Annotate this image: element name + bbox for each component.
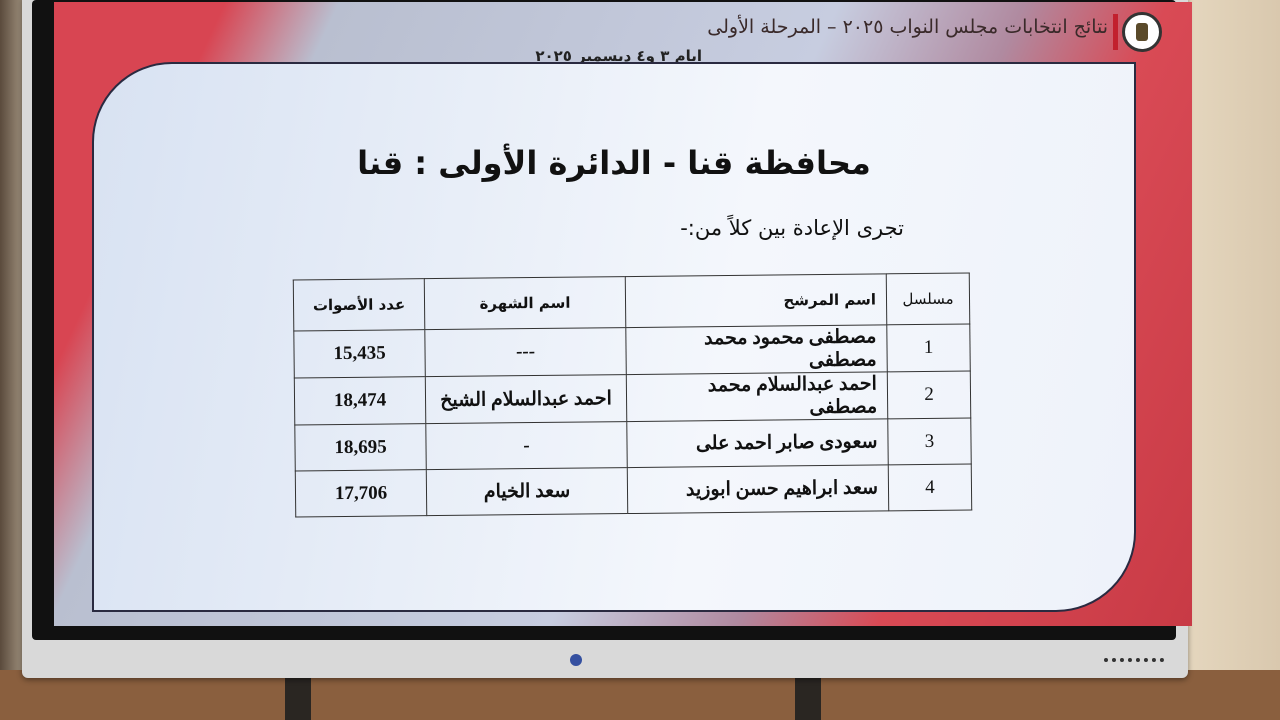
header-candidate: اسم المرشح <box>625 273 887 328</box>
table-row: 3 سعودى صابر احمد على - 18,695 <box>294 417 972 472</box>
serial-cell: 4 <box>888 463 972 511</box>
votes-cell: 18,695 <box>294 423 427 472</box>
slide-header-dates: ايام ٣ و٤ ديسمبر ٢٠٢٥ <box>535 47 702 65</box>
slide-subtitle: تجرى الإعادة بين كلاً من:- <box>680 216 904 240</box>
nickname-cell: سعد الخيام <box>426 467 628 516</box>
table-row: 2 احمد عبدالسلام محمد مصطفى احمد عبدالسل… <box>294 370 971 426</box>
votes-cell: 17,706 <box>295 469 427 518</box>
candidate-cell: احمد عبدالسلام محمد مصطفى <box>626 371 888 422</box>
header-divider <box>1113 14 1118 50</box>
votes-cell: 15,435 <box>293 329 426 379</box>
results-table: مسلسل اسم المرشح اسم الشهرة عدد الأصوات … <box>293 272 972 518</box>
content-panel: محافظة قنا - الدائرة الأولى : قنا تجرى ا… <box>92 62 1136 612</box>
header-serial: مسلسل <box>886 272 970 325</box>
table-row: 1 مصطفى محمود محمد مصطفى --- 15,435 <box>293 323 971 379</box>
egypt-emblem-logo <box>1122 12 1162 52</box>
nickname-cell: --- <box>424 327 627 377</box>
serial-cell: 3 <box>887 417 972 465</box>
table-row: 4 سعد ابراهيم حسن ابوزيد سعد الخيام 17,7… <box>295 463 972 518</box>
header-nickname: اسم الشهرة <box>424 276 626 330</box>
webcam-icon <box>570 654 582 666</box>
display-monitor: نتائج انتخابات مجلس النواب ٢٠٢٥ – المرحل… <box>22 0 1192 678</box>
nickname-cell: احمد عبدالسلام الشيخ <box>425 374 627 424</box>
table-header-row: مسلسل اسم المرشح اسم الشهرة عدد الأصوات <box>293 272 970 332</box>
slide-title: محافظة قنا - الدائرة الأولى : قنا <box>357 144 871 182</box>
votes-cell: 18,474 <box>294 376 426 426</box>
header-votes: عدد الأصوات <box>293 278 425 332</box>
slide-header: نتائج انتخابات مجلس النواب ٢٠٢٥ – المرحل… <box>707 16 1108 38</box>
slide-screen: نتائج انتخابات مجلس النواب ٢٠٢٥ – المرحل… <box>54 2 1192 626</box>
candidate-cell: سعودى صابر احمد على <box>626 418 889 468</box>
candidate-cell: مصطفى محمود محمد مصطفى <box>625 324 888 375</box>
indicator-dots-icon <box>1104 658 1164 666</box>
serial-cell: 2 <box>887 370 971 419</box>
nickname-cell: - <box>425 421 628 470</box>
stand-leg <box>285 670 311 720</box>
floor <box>0 670 1280 720</box>
serial-cell: 1 <box>886 323 971 372</box>
candidate-cell: سعد ابراهيم حسن ابوزيد <box>627 464 889 514</box>
stand-leg <box>795 670 821 720</box>
